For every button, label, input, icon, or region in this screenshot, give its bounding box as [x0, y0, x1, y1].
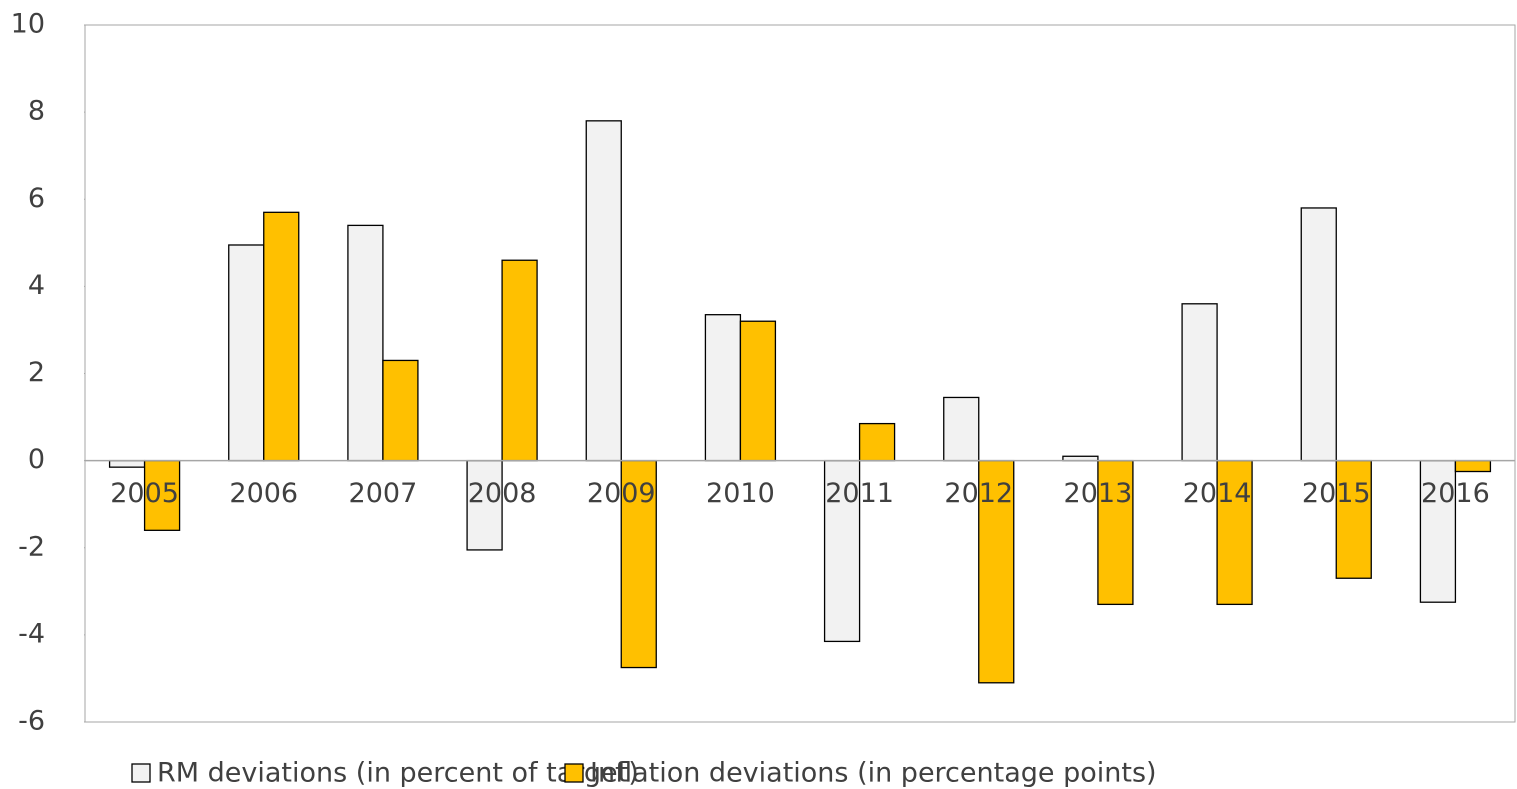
- y-tick-label: 0: [28, 444, 45, 475]
- y-tick-label: 10: [11, 9, 45, 40]
- legend-label: Inflation deviations (in percentage poin…: [590, 758, 1157, 789]
- y-tick-label: 2: [28, 357, 45, 388]
- bar: [704, 314, 742, 462]
- plot-area: [84, 24, 1516, 723]
- bar: [585, 120, 622, 462]
- x-tick-label: 2015: [1302, 478, 1371, 509]
- bar: [1454, 459, 1492, 473]
- y-tick-label: 6: [28, 183, 45, 214]
- legend-swatch: [131, 763, 151, 783]
- bar: [228, 244, 265, 462]
- x-tick-label: 2005: [110, 478, 179, 509]
- bar: [858, 422, 896, 462]
- x-tick-label: 2014: [1183, 478, 1252, 509]
- bar: [347, 224, 384, 462]
- x-tick-label: 2011: [825, 478, 894, 509]
- y-tick-label: 8: [28, 96, 45, 127]
- x-tick-label: 2008: [468, 478, 537, 509]
- legend-label: RM deviations (in percent of target): [157, 758, 639, 789]
- x-tick-label: 2010: [706, 478, 775, 509]
- bar: [943, 396, 980, 462]
- bar: [263, 211, 300, 462]
- x-tick-label: 2009: [587, 478, 656, 509]
- bar: [1419, 459, 1457, 603]
- x-tick-label: 2007: [349, 478, 418, 509]
- bar: [501, 259, 538, 462]
- x-tick-label: 2006: [229, 478, 298, 509]
- bar: [108, 459, 146, 468]
- y-tick-label: -2: [18, 531, 45, 562]
- bar: [382, 359, 419, 462]
- legend-swatch: [564, 763, 584, 783]
- bar: [1181, 303, 1218, 462]
- y-tick-label: 4: [28, 270, 45, 301]
- x-tick-label: 2013: [1064, 478, 1133, 509]
- bar: [1097, 459, 1134, 606]
- bar: [1300, 207, 1337, 462]
- bar: [466, 459, 503, 551]
- x-tick-label: 2016: [1421, 478, 1490, 509]
- x-tick-label: 2012: [944, 478, 1013, 509]
- y-tick-label: -4: [18, 618, 45, 649]
- bar: [1216, 459, 1253, 606]
- bar: [823, 459, 861, 643]
- bar: [739, 320, 777, 462]
- y-tick-label: -6: [18, 706, 45, 737]
